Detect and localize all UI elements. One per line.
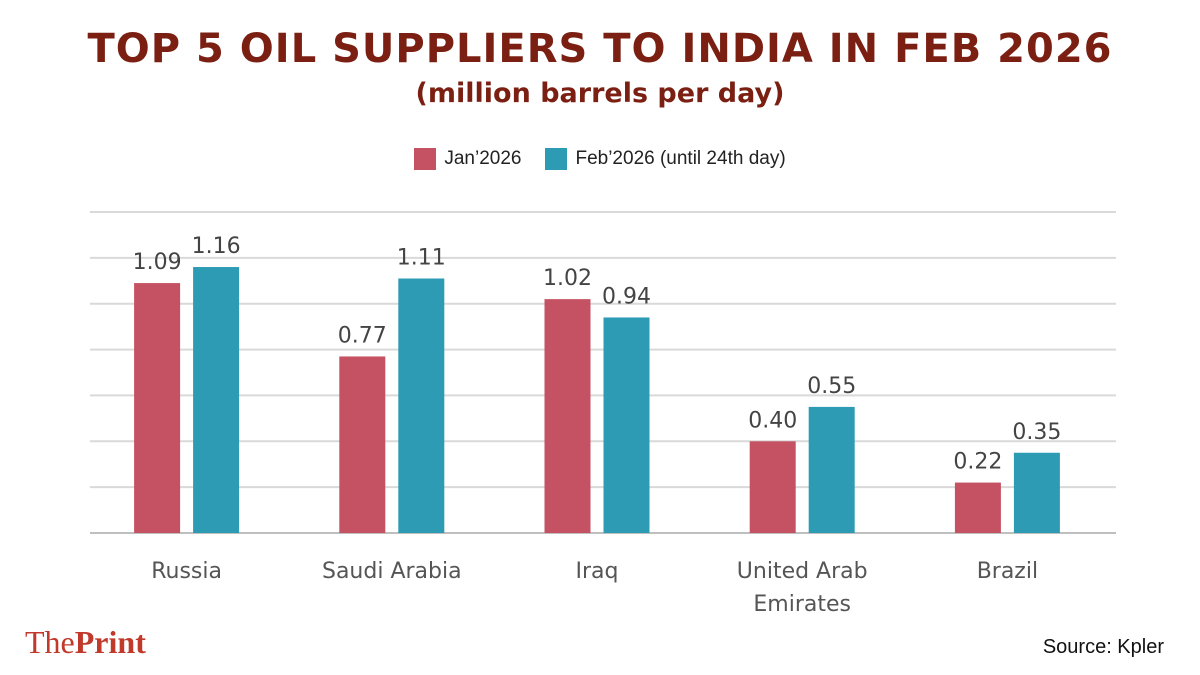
x-tick-label: Iraq bbox=[576, 559, 619, 584]
legend-label-feb: Feb’2026 (until 24th day) bbox=[575, 148, 786, 169]
data-label-feb: 0.55 bbox=[807, 374, 856, 399]
bar-jan bbox=[544, 299, 591, 533]
chart-subtitle: (million barrels per day) bbox=[415, 78, 785, 109]
legend-item-jan: Jan’2026 bbox=[414, 148, 521, 170]
data-label-jan: 0.22 bbox=[953, 450, 1002, 475]
bar-jan bbox=[339, 356, 386, 533]
data-label-jan: 0.77 bbox=[338, 323, 387, 348]
bar-jan bbox=[749, 441, 796, 533]
bar-feb bbox=[808, 406, 855, 533]
bar-feb bbox=[398, 278, 445, 533]
data-label-feb: 1.11 bbox=[397, 245, 446, 270]
chart-legend: Jan’2026 Feb’2026 (until 24th day) bbox=[0, 148, 1200, 170]
legend-swatch-feb bbox=[545, 148, 568, 170]
chart-title: TOP 5 OIL SUPPLIERS TO INDIA IN FEB 2026 bbox=[87, 26, 1113, 72]
data-label-jan: 1.02 bbox=[543, 266, 592, 291]
x-tick-label: Russia bbox=[151, 559, 222, 584]
source-note: Source: Kpler bbox=[1042, 636, 1164, 658]
legend-swatch-jan bbox=[414, 148, 437, 170]
legend-label-jan: Jan’2026 bbox=[444, 148, 522, 169]
data-label-feb: 1.16 bbox=[192, 234, 241, 259]
bar-jan bbox=[954, 482, 1001, 533]
x-tick-label: Emirates bbox=[753, 592, 851, 617]
bar-feb bbox=[603, 317, 650, 533]
bar-feb bbox=[193, 267, 240, 533]
data-label-jan: 0.40 bbox=[748, 408, 797, 433]
brand-logo-part2: Print bbox=[74, 624, 146, 660]
brand-logo-part1: The bbox=[25, 624, 75, 660]
data-label-jan: 1.09 bbox=[133, 250, 182, 275]
legend-item-feb: Feb’2026 (until 24th day) bbox=[545, 148, 786, 170]
data-label-feb: 0.35 bbox=[1012, 420, 1061, 445]
bar-feb bbox=[1013, 452, 1060, 533]
data-label-feb: 0.94 bbox=[602, 284, 651, 309]
brand-logo: ThePrint bbox=[25, 624, 146, 661]
x-tick-label: Saudi Arabia bbox=[322, 559, 462, 584]
x-tick-label: Brazil bbox=[977, 559, 1038, 584]
bar-jan bbox=[134, 283, 181, 533]
x-tick-label: United Arab bbox=[737, 559, 868, 584]
